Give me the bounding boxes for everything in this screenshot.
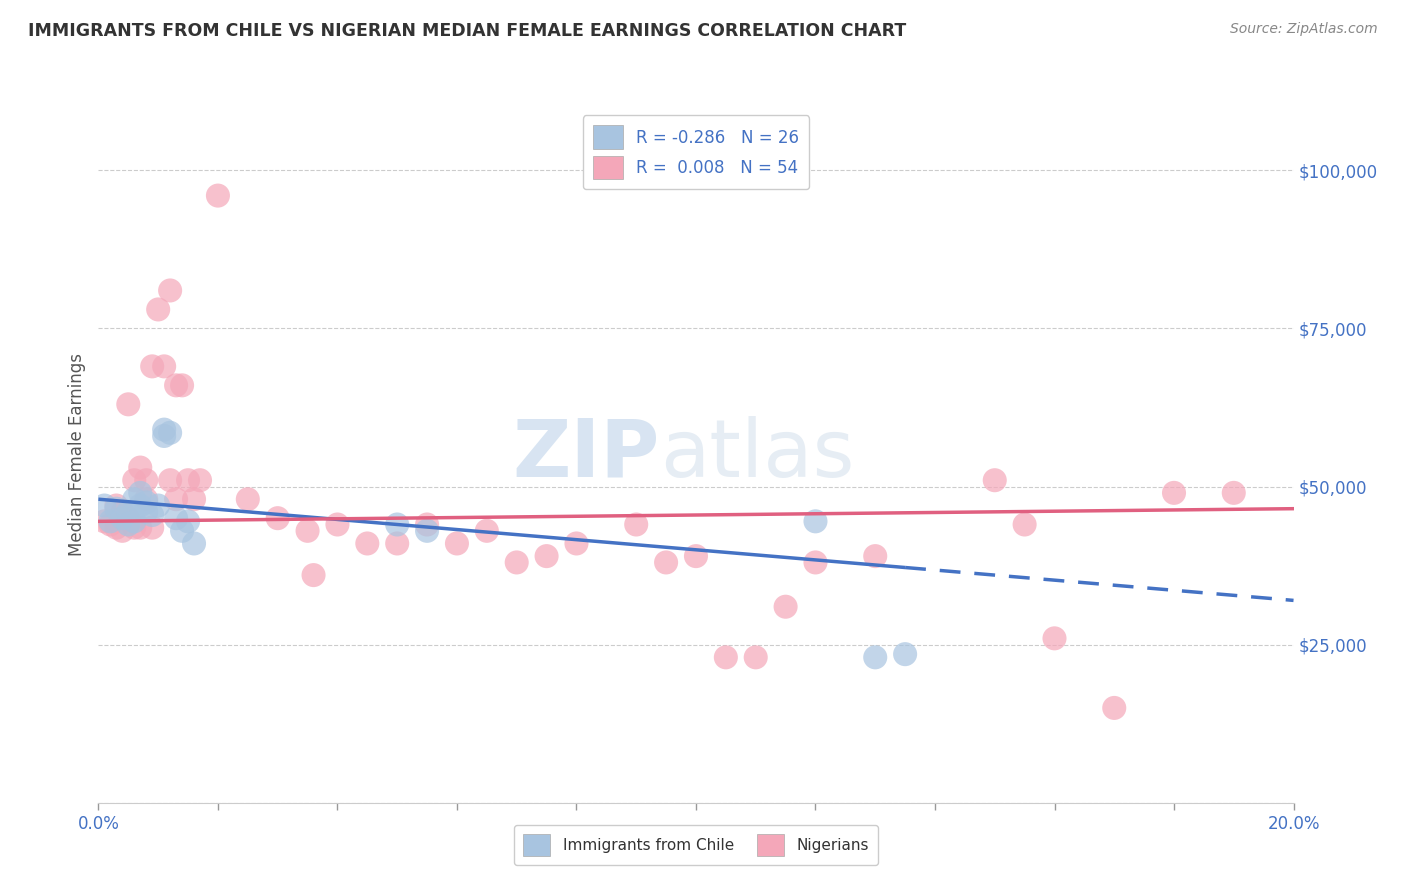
Point [111, 511, 134, 525]
Point [153, 429, 176, 443]
Point [865, 549, 887, 563]
Point [267, 511, 290, 525]
Point [1014, 517, 1036, 532]
Point [626, 517, 648, 532]
Point [105, 521, 128, 535]
Point [135, 473, 157, 487]
Point [165, 492, 187, 507]
Point [302, 568, 325, 582]
Point [655, 556, 678, 570]
Point [129, 460, 152, 475]
Point [124, 521, 146, 535]
Point [129, 521, 152, 535]
Point [183, 492, 205, 507]
Point [111, 505, 134, 519]
Point [153, 423, 176, 437]
Point [159, 425, 181, 440]
Point [165, 378, 187, 392]
Point [565, 536, 588, 550]
Point [135, 492, 157, 507]
Point [775, 599, 797, 614]
Point [159, 473, 181, 487]
Point [865, 650, 887, 665]
Point [177, 514, 200, 528]
Point [141, 359, 163, 374]
Point [117, 511, 139, 525]
Point [207, 188, 229, 202]
Point [1163, 486, 1185, 500]
Point [745, 650, 768, 665]
Point [984, 473, 1007, 487]
Point [135, 495, 157, 509]
Point [297, 524, 319, 538]
Text: ZIP: ZIP [513, 416, 661, 494]
Y-axis label: Median Female Earnings: Median Female Earnings [67, 353, 86, 557]
Point [1104, 701, 1126, 715]
Point [1043, 632, 1066, 646]
Point [1223, 486, 1246, 500]
Point [93, 514, 115, 528]
Point [894, 647, 917, 661]
Point [416, 517, 439, 532]
Point [117, 517, 139, 532]
Point [506, 556, 529, 570]
Point [165, 511, 187, 525]
Text: Source: ZipAtlas.com: Source: ZipAtlas.com [1230, 22, 1378, 37]
Point [141, 508, 163, 522]
Point [385, 536, 409, 550]
Point [148, 499, 170, 513]
Point [141, 521, 163, 535]
Point [172, 378, 194, 392]
Point [111, 524, 134, 538]
Point [105, 499, 128, 513]
Point [117, 505, 139, 519]
Point [93, 499, 115, 513]
Point [475, 524, 498, 538]
Point [172, 524, 194, 538]
Point [804, 556, 827, 570]
Point [129, 499, 152, 513]
Point [135, 505, 157, 519]
Point [177, 473, 200, 487]
Point [188, 473, 211, 487]
Point [148, 302, 170, 317]
Text: atlas: atlas [661, 416, 855, 494]
Point [685, 549, 707, 563]
Point [385, 517, 409, 532]
Point [117, 397, 139, 411]
Point [326, 517, 349, 532]
Point [124, 514, 146, 528]
Point [100, 514, 122, 528]
Point [129, 486, 152, 500]
Legend: Immigrants from Chile, Nigerians: Immigrants from Chile, Nigerians [513, 825, 879, 864]
Point [100, 517, 122, 532]
Point [236, 492, 259, 507]
Point [804, 514, 827, 528]
Point [536, 549, 558, 563]
Point [714, 650, 737, 665]
Point [416, 524, 439, 538]
Point [356, 536, 378, 550]
Point [124, 492, 146, 507]
Point [124, 473, 146, 487]
Text: IMMIGRANTS FROM CHILE VS NIGERIAN MEDIAN FEMALE EARNINGS CORRELATION CHART: IMMIGRANTS FROM CHILE VS NIGERIAN MEDIAN… [28, 22, 907, 40]
Point [159, 284, 181, 298]
Point [153, 359, 176, 374]
Point [446, 536, 468, 550]
Point [183, 536, 205, 550]
Point [105, 501, 128, 516]
